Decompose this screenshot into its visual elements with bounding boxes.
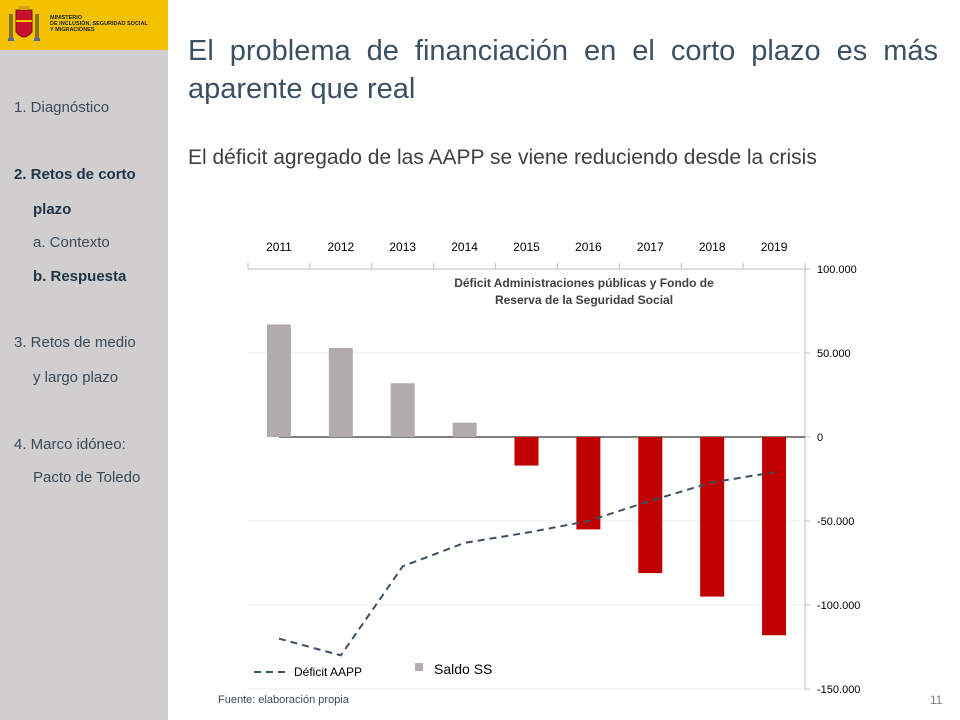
x-tick-label: 2016 [575,240,602,254]
coat-of-arms-icon [8,6,40,41]
ministry-name: MINISTERIO DE INCLUSIÓN, SEGURIDAD SOCIA… [50,15,148,33]
bar-saldo-ss [390,383,415,437]
x-tick-label: 2014 [451,240,478,254]
legend-swatch-saldo-ss [415,663,423,671]
nav-item-retos-corto[interactable]: 2. Retos de corto [14,166,136,183]
nav-item-retos-corto-cont[interactable]: plazo [33,201,72,218]
bar-saldo-ss [514,437,539,466]
bar-saldo-ss [328,347,353,437]
nav-item-retos-medio[interactable]: 3. Retos de medio [14,334,136,351]
bar-saldo-ss [700,437,725,597]
x-tick-label: 2012 [327,240,354,254]
bar-saldo-ss [266,324,291,437]
bar-saldo-ss [638,437,663,574]
nav-item-marco-cont[interactable]: Pacto de Toledo [33,469,141,486]
slide-title: El problema de financiación en el corto … [188,35,938,105]
sidebar [0,0,168,720]
chart-title: Déficit Administraciones públicas y Fond… [454,276,714,290]
ministry-logo: MINISTERIO DE INCLUSIÓN, SEGURIDAD SOCIA… [0,0,168,50]
nav-item-retos-medio-cont[interactable]: y largo plazo [33,369,119,386]
y-tick-label: -50.000 [817,516,854,528]
ministry-line: MINISTERIO [50,15,83,21]
bar-saldo-ss [452,422,477,437]
x-tick-label: 2018 [699,240,726,254]
bar-saldo-ss [762,437,787,636]
source-note: Fuente: elaboración propia [218,694,349,706]
x-tick-label: 2019 [761,240,788,254]
y-tick-label: 0 [817,432,823,444]
y-tick-label: -100.000 [817,600,860,612]
nav-item-contexto[interactable]: a. Contexto [33,234,110,251]
bar-saldo-ss [576,437,601,530]
x-tick-label: 2011 [266,240,292,254]
x-tick-label: 2015 [513,240,540,254]
nav-item-diagnostico[interactable]: 1. Diagnóstico [14,99,110,116]
chart-title: Reserva de la Seguridad Social [495,293,673,307]
line-deficit-aapp [278,471,775,657]
legend-label-saldo-ss: Saldo SS [434,661,492,677]
x-tick-label: 2013 [389,240,416,254]
x-tick-label: 2017 [637,240,664,254]
y-tick-label: -150.000 [817,684,860,696]
slide-subtitle: El déficit agregado de las AAPP se viene… [188,146,817,169]
nav-item-marco[interactable]: 4. Marco idóneo: [14,436,126,453]
ministry-line: DE INCLUSIÓN, SEGURIDAD SOCIAL [50,21,148,27]
ministry-line: Y MIGRACIONES [50,27,95,33]
page-number: 11 [930,693,943,707]
nav-item-respuesta[interactable]: b. Respuesta [33,268,127,285]
y-tick-label: 50.000 [817,348,851,360]
y-tick-label: 100.000 [817,264,857,276]
legend-label-deficit-aapp: Déficit AAPP [294,665,362,679]
